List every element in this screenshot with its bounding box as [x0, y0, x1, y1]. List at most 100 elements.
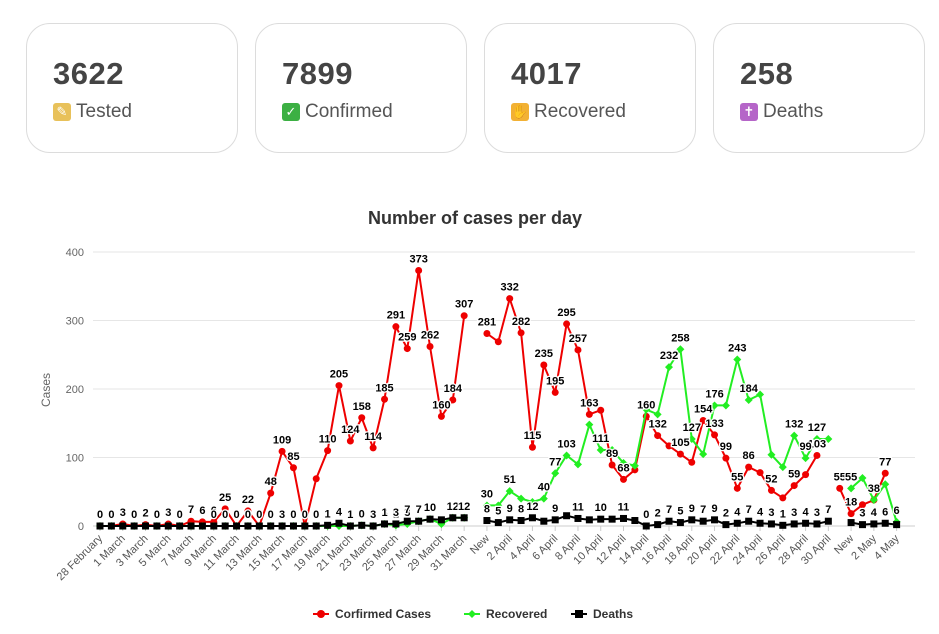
recovered-point — [687, 435, 696, 444]
data-label: 0 — [256, 509, 262, 521]
data-label: 291 — [387, 310, 405, 322]
data-label: 6 — [199, 505, 205, 517]
data-label: 48 — [265, 476, 277, 488]
confirmed-point — [676, 450, 684, 458]
data-label: 259 — [398, 332, 416, 344]
recovered-point — [733, 355, 742, 364]
data-label: 2 — [142, 508, 148, 520]
recovered-point — [778, 463, 787, 472]
data-label: 205 — [330, 369, 348, 381]
data-label: 11 — [618, 501, 630, 513]
deaths-point — [278, 522, 286, 530]
data-label: 0 — [177, 509, 183, 521]
x-tick-label: 4 May — [872, 532, 902, 562]
data-label: 1 — [347, 509, 353, 521]
data-label: 12 — [526, 501, 538, 513]
confirmed-point — [597, 406, 605, 414]
data-label: 132 — [785, 419, 803, 431]
deaths-point — [221, 522, 229, 530]
deaths-point — [198, 522, 206, 530]
data-label: 55 — [731, 471, 743, 483]
data-label: 4 — [757, 506, 764, 518]
deaths-point — [437, 516, 445, 524]
data-label: 105 — [671, 437, 689, 449]
recovered-point — [665, 363, 674, 372]
data-label: 11 — [572, 501, 584, 513]
tested-label-row: ✎ Tested — [53, 101, 132, 123]
deaths-point — [574, 514, 582, 522]
deaths-point — [858, 521, 866, 529]
deaths-count: 258 — [740, 56, 794, 91]
legend-confirmed-icon — [317, 610, 325, 618]
data-label: 195 — [546, 375, 564, 387]
data-label: 0 — [97, 509, 103, 521]
recovered-point — [767, 450, 776, 459]
data-label: 86 — [743, 450, 755, 462]
confirmed-point — [221, 505, 229, 513]
data-label: 0 — [131, 509, 137, 521]
confirmed-point — [426, 343, 434, 351]
data-label: 3 — [393, 507, 399, 519]
deaths-point — [699, 517, 707, 525]
data-label: 8 — [484, 504, 490, 516]
data-label: 52 — [765, 473, 777, 485]
data-label: 22 — [242, 494, 254, 506]
y-tick-label: 300 — [66, 316, 84, 328]
deaths-card[interactable]: 258 ✝ Deaths — [713, 23, 925, 153]
data-label: 99 — [799, 441, 811, 453]
confirmed-card[interactable]: 7899 ✓ Confirmed — [255, 23, 467, 153]
recovered-point — [847, 484, 856, 493]
deaths-point — [563, 512, 571, 520]
data-label: 185 — [375, 382, 393, 394]
recovered-point — [494, 501, 503, 510]
deaths-point — [688, 516, 696, 524]
data-label: 7 — [666, 504, 672, 516]
deaths-label: Deaths — [763, 101, 824, 122]
test-tube-icon: ✎ — [53, 103, 71, 121]
deaths-point — [130, 522, 138, 530]
y-tick-label: 200 — [66, 384, 84, 396]
recovered-point — [573, 460, 582, 469]
confirmed-point — [722, 454, 730, 462]
deaths-point — [585, 516, 593, 524]
grid-lines — [93, 251, 915, 527]
recovered-point — [551, 469, 560, 478]
deaths-point — [733, 519, 741, 527]
tested-card[interactable]: 3622 ✎ Tested — [26, 23, 238, 153]
cross-icon: ✝ — [740, 103, 758, 121]
confirmed-label: Confirmed — [305, 101, 393, 122]
confirmed-point — [506, 295, 514, 303]
confirmed-point — [847, 510, 855, 518]
data-label: 3 — [381, 507, 387, 519]
data-label: 6 — [882, 506, 888, 518]
recovered-point — [824, 435, 833, 444]
legend: Corfirmed Cases Recovered Deaths — [313, 607, 633, 621]
recovered-card[interactable]: 4017 ✋ Recovered — [484, 23, 696, 153]
data-label: 232 — [660, 350, 678, 362]
confirmed-point — [608, 461, 616, 469]
data-label: 3 — [165, 507, 171, 519]
confirmed-point — [563, 320, 571, 328]
data-label: 0 — [313, 509, 319, 521]
data-label: 89 — [606, 448, 618, 460]
data-label: 103 — [557, 438, 575, 450]
confirmed-point — [244, 507, 252, 515]
data-label: 7 — [188, 504, 194, 516]
y-axis: 0 100 200 300 400 — [66, 247, 84, 533]
confirmed-point — [403, 345, 411, 353]
data-label: 1 — [325, 508, 331, 520]
data-label: 12 — [458, 501, 470, 513]
data-label: 77 — [549, 456, 561, 468]
data-label: 85 — [287, 451, 299, 463]
confirmed-point — [358, 414, 366, 422]
deaths-point — [176, 522, 184, 530]
series-line-0-0 — [100, 270, 466, 529]
data-label: 257 — [569, 333, 587, 345]
data-label: 12 — [447, 501, 459, 513]
data-label: 154 — [694, 404, 713, 416]
data-label: 3 — [859, 508, 865, 520]
deaths-point — [335, 519, 343, 527]
y-tick-label: 400 — [66, 247, 84, 259]
data-label: 0 — [643, 509, 649, 521]
data-label: 9 — [711, 503, 717, 515]
